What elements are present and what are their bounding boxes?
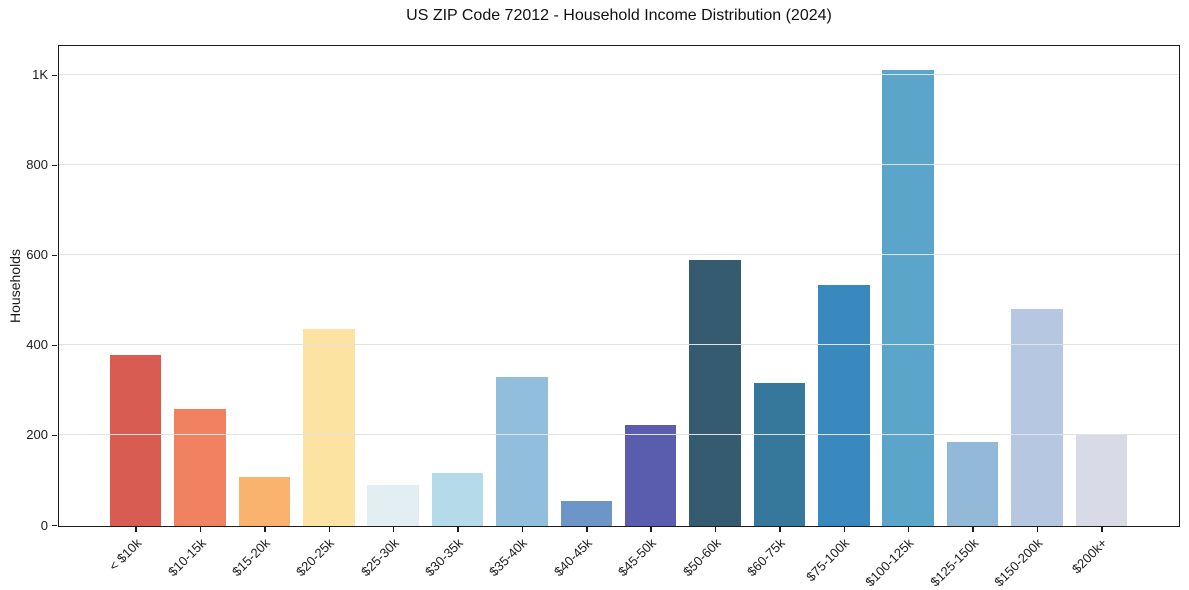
bar [1075, 434, 1128, 526]
x-tick-mark [586, 527, 588, 532]
bar [174, 408, 226, 526]
bar [431, 473, 484, 526]
x-tick-mark [907, 527, 910, 532]
y-tick-mark [52, 254, 57, 257]
x-tick-mark [714, 527, 717, 532]
x-tick-label: $50-60k [679, 535, 724, 580]
x-tick-label: < $10k [105, 535, 145, 574]
x-tick-mark [328, 527, 331, 532]
x-tick-mark [843, 527, 846, 532]
gridline [59, 164, 1179, 166]
gridline [59, 74, 1179, 76]
bar [560, 500, 613, 526]
y-tick-label: 400 [26, 337, 48, 353]
bar [367, 485, 419, 526]
x-tick-mark [135, 527, 137, 532]
bar [238, 476, 291, 526]
y-tick-mark [52, 164, 57, 167]
y-tick-label: 200 [26, 427, 48, 443]
x-tick-label: $20-25k [293, 535, 338, 580]
x-tick-mark [392, 527, 395, 532]
x-tick-label: $45-50k [615, 535, 660, 580]
x-tick-label: $100-125k [862, 535, 917, 590]
gridline [59, 434, 1179, 436]
x-tick-mark [650, 527, 652, 532]
gridline [59, 254, 1179, 256]
chart-title: US ZIP Code 72012 - Household Income Dis… [406, 7, 832, 24]
y-tick-mark [52, 74, 57, 77]
gridline [59, 344, 1179, 346]
x-tick-label: $30-35k [422, 535, 466, 580]
bar [1011, 309, 1063, 526]
x-tick-mark [264, 527, 266, 532]
y-tick-mark [52, 524, 57, 527]
y-tick-label: 600 [26, 247, 48, 263]
x-tick-mark [779, 527, 781, 532]
bar [753, 382, 806, 526]
bar [882, 70, 934, 526]
y-tick-mark [52, 434, 57, 437]
bar [946, 441, 999, 526]
x-tick-mark [521, 527, 524, 532]
x-tick-label: $15-20k [228, 535, 273, 580]
bar [303, 328, 355, 526]
x-tick-label: $25-30k [357, 535, 402, 580]
x-tick-label: $75-100k [803, 535, 853, 585]
x-tick-label: $125-150k [926, 535, 982, 590]
x-tick-label: $150-200k [991, 535, 1046, 590]
bar [109, 354, 162, 526]
y-tick-label: 0 [40, 517, 48, 533]
bar [818, 284, 870, 526]
x-tick-label: $10-15k [164, 535, 209, 580]
x-tick-label: $40-45k [550, 535, 595, 580]
y-tick-mark [52, 344, 57, 347]
x-tick-mark [1036, 527, 1039, 532]
x-tick-mark [457, 527, 459, 532]
x-tick-mark [972, 527, 974, 532]
x-tick-mark [199, 527, 202, 532]
x-tick-label: $60-75k [744, 535, 788, 580]
y-tick-label: 800 [26, 157, 48, 173]
x-tick-mark [1101, 527, 1103, 532]
x-tick-label: $35-40k [486, 535, 531, 580]
plot-area [58, 45, 1180, 527]
bar [496, 376, 548, 526]
x-tick-label: $200k+ [1068, 535, 1110, 577]
bar [624, 425, 677, 526]
y-tick-label: 1K [32, 67, 48, 83]
bar [689, 260, 741, 526]
